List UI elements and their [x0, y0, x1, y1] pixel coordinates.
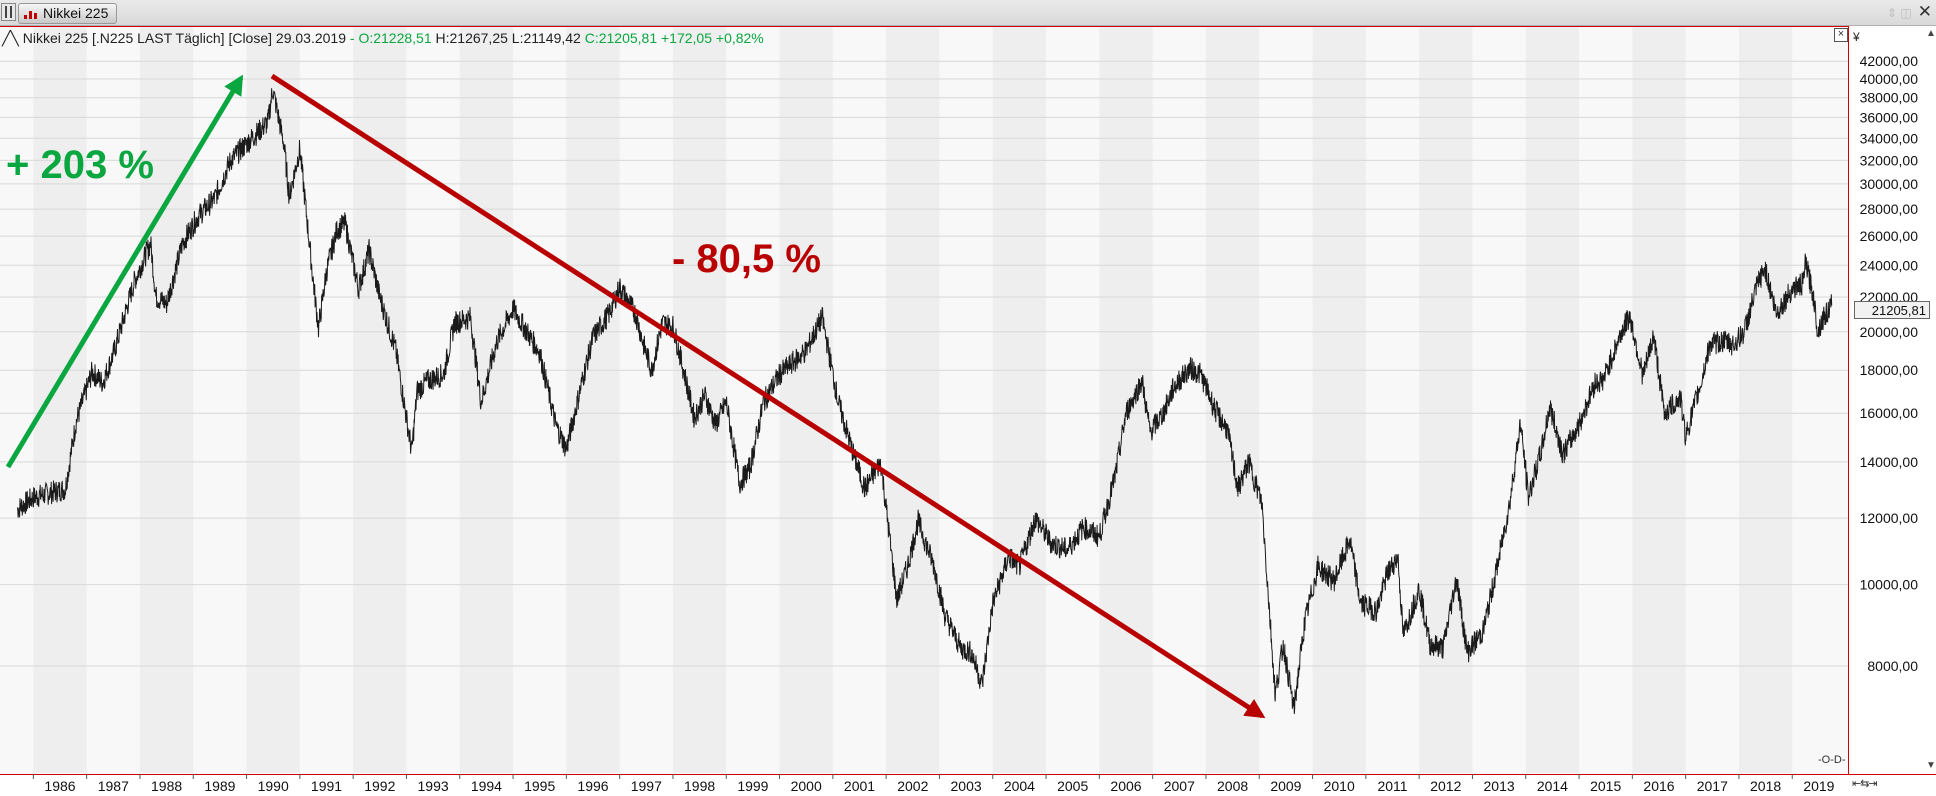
open-value: O:21228,51 [358, 30, 432, 46]
x-tick-label: 1994 [471, 778, 502, 794]
loss-arrow [270, 73, 1266, 719]
x-tick-label: 1999 [737, 778, 768, 794]
scroll-up-icon[interactable]: ▲ [1926, 28, 1936, 39]
y-tick-label: 18000,00 [1860, 362, 1919, 378]
x-tick-label: 2008 [1217, 778, 1248, 794]
zoom-handle-icon[interactable]: -O-D- [1818, 754, 1846, 766]
window-controls: ⇕ ◫ ✕ [1887, 2, 1932, 22]
y-tick-label: 26000,00 [1860, 228, 1919, 244]
x-tick-label: 1993 [418, 778, 449, 794]
year-band [353, 27, 407, 773]
close-window-icon[interactable]: ✕ [1917, 2, 1932, 21]
x-tick-label: 2010 [1324, 778, 1355, 794]
x-tick-label: 1990 [258, 778, 289, 794]
x-tick-label: 2002 [897, 778, 928, 794]
x-tick-label: 1988 [151, 778, 182, 794]
x-tick-label: 2009 [1270, 778, 1301, 794]
year-band [1525, 27, 1580, 773]
line-chart-icon: ╱╲ [2, 30, 19, 46]
low-value: L:21149,42 [511, 30, 581, 46]
x-tick-label: 2011 [1377, 778, 1407, 794]
year-band [566, 27, 620, 773]
x-tick-label: 2016 [1643, 778, 1674, 794]
scroll-navigation-icons[interactable]: ⇤⇆⇥ [1852, 778, 1878, 790]
x-tick-label: 1992 [364, 778, 395, 794]
y-axis[interactable] [1849, 26, 1936, 774]
tab-bar: Nikkei 225 ⇕ ◫ ✕ [0, 0, 1936, 26]
x-tick-label: 1998 [684, 778, 715, 794]
currency-symbol: ¥ [1853, 30, 1860, 44]
x-tick-label: 2015 [1590, 778, 1621, 794]
x-tick-label: 2000 [791, 778, 822, 794]
x-tick-label: 2018 [1750, 778, 1781, 794]
y-tick-label: 30000,00 [1860, 176, 1919, 192]
x-tick-label: 2007 [1164, 778, 1195, 794]
year-band [779, 27, 833, 773]
year-band [1099, 27, 1153, 773]
tab-nikkei-225[interactable]: Nikkei 225 [18, 3, 118, 24]
y-tick-label: 14000,00 [1860, 454, 1919, 470]
header-separator: - [349, 30, 355, 46]
y-tick-label: 38000,00 [1860, 90, 1919, 106]
year-band [992, 27, 1047, 773]
x-tick-label: 1989 [204, 778, 235, 794]
year-band [672, 27, 727, 773]
restore-icon[interactable]: ⇕ ◫ [1887, 6, 1912, 20]
y-tick-label: 36000,00 [1860, 109, 1919, 125]
instrument-header: ╱╲ Nikkei 225 [.N225 LAST Täglich] [Clos… [2, 30, 764, 47]
x-tick-label: 2004 [1004, 778, 1035, 794]
x-tick-label: 2013 [1484, 778, 1515, 794]
y-tick-label: 34000,00 [1860, 130, 1919, 146]
x-tick-label: 1991 [311, 778, 342, 794]
y-tick-label: 10000,00 [1860, 577, 1919, 593]
year-band [886, 27, 940, 773]
x-tick-label: 2003 [951, 778, 982, 794]
instrument-title: Nikkei 225 [.N225 LAST Täglich] [Close] … [22, 30, 346, 46]
x-tick-label: 2001 [844, 778, 875, 794]
y-tick-label: 32000,00 [1860, 152, 1919, 168]
x-tick-label: 2012 [1430, 778, 1461, 794]
year-band [139, 27, 194, 773]
y-tick-label: 40000,00 [1860, 71, 1919, 87]
panel-toggle-button[interactable] [1, 3, 16, 21]
y-tick-label: 42000,00 [1860, 53, 1919, 69]
scroll-down-icon[interactable]: ▼ [1926, 760, 1936, 771]
close-chart-icon[interactable]: × [1834, 28, 1848, 42]
year-band [1312, 27, 1366, 773]
year-band [33, 27, 87, 773]
price-line [16, 88, 1833, 715]
gain-arrow [5, 74, 244, 469]
x-axis[interactable] [0, 774, 1936, 796]
x-tick-label: 2005 [1057, 778, 1088, 794]
x-tick-label: 1987 [98, 778, 129, 794]
gain-annotation: + 203 % [6, 143, 154, 187]
x-tick-label: 1996 [577, 778, 608, 794]
high-value: H:21267,25 [435, 30, 508, 46]
x-tick-label: 1997 [631, 778, 662, 794]
x-tick-label: 2014 [1537, 778, 1568, 794]
x-tick-label: 2017 [1697, 778, 1728, 794]
close-change-value: C:21205,81 +172,05 +0,82% [584, 30, 764, 46]
year-band [1419, 27, 1473, 773]
loss-annotation: - 80,5 % [672, 237, 821, 281]
y-tick-label: 16000,00 [1860, 405, 1919, 421]
x-tick-label: 1995 [524, 778, 555, 794]
y-tick-label: 20000,00 [1860, 324, 1919, 340]
year-band [1738, 27, 1793, 773]
tab-label: Nikkei 225 [43, 5, 109, 21]
y-tick-label: 28000,00 [1860, 201, 1919, 217]
x-tick-label: 1986 [44, 778, 75, 794]
year-band [246, 27, 300, 773]
y-tick-label: 8000,00 [1867, 658, 1918, 674]
x-tick-label: 2006 [1110, 778, 1141, 794]
y-tick-label: 24000,00 [1860, 257, 1919, 273]
bar-chart-icon [24, 8, 38, 19]
year-band [459, 27, 514, 773]
x-tick-label: 2019 [1803, 778, 1834, 794]
y-tick-label: 12000,00 [1860, 510, 1919, 526]
last-price-badge: 21205,81 [1854, 301, 1930, 319]
